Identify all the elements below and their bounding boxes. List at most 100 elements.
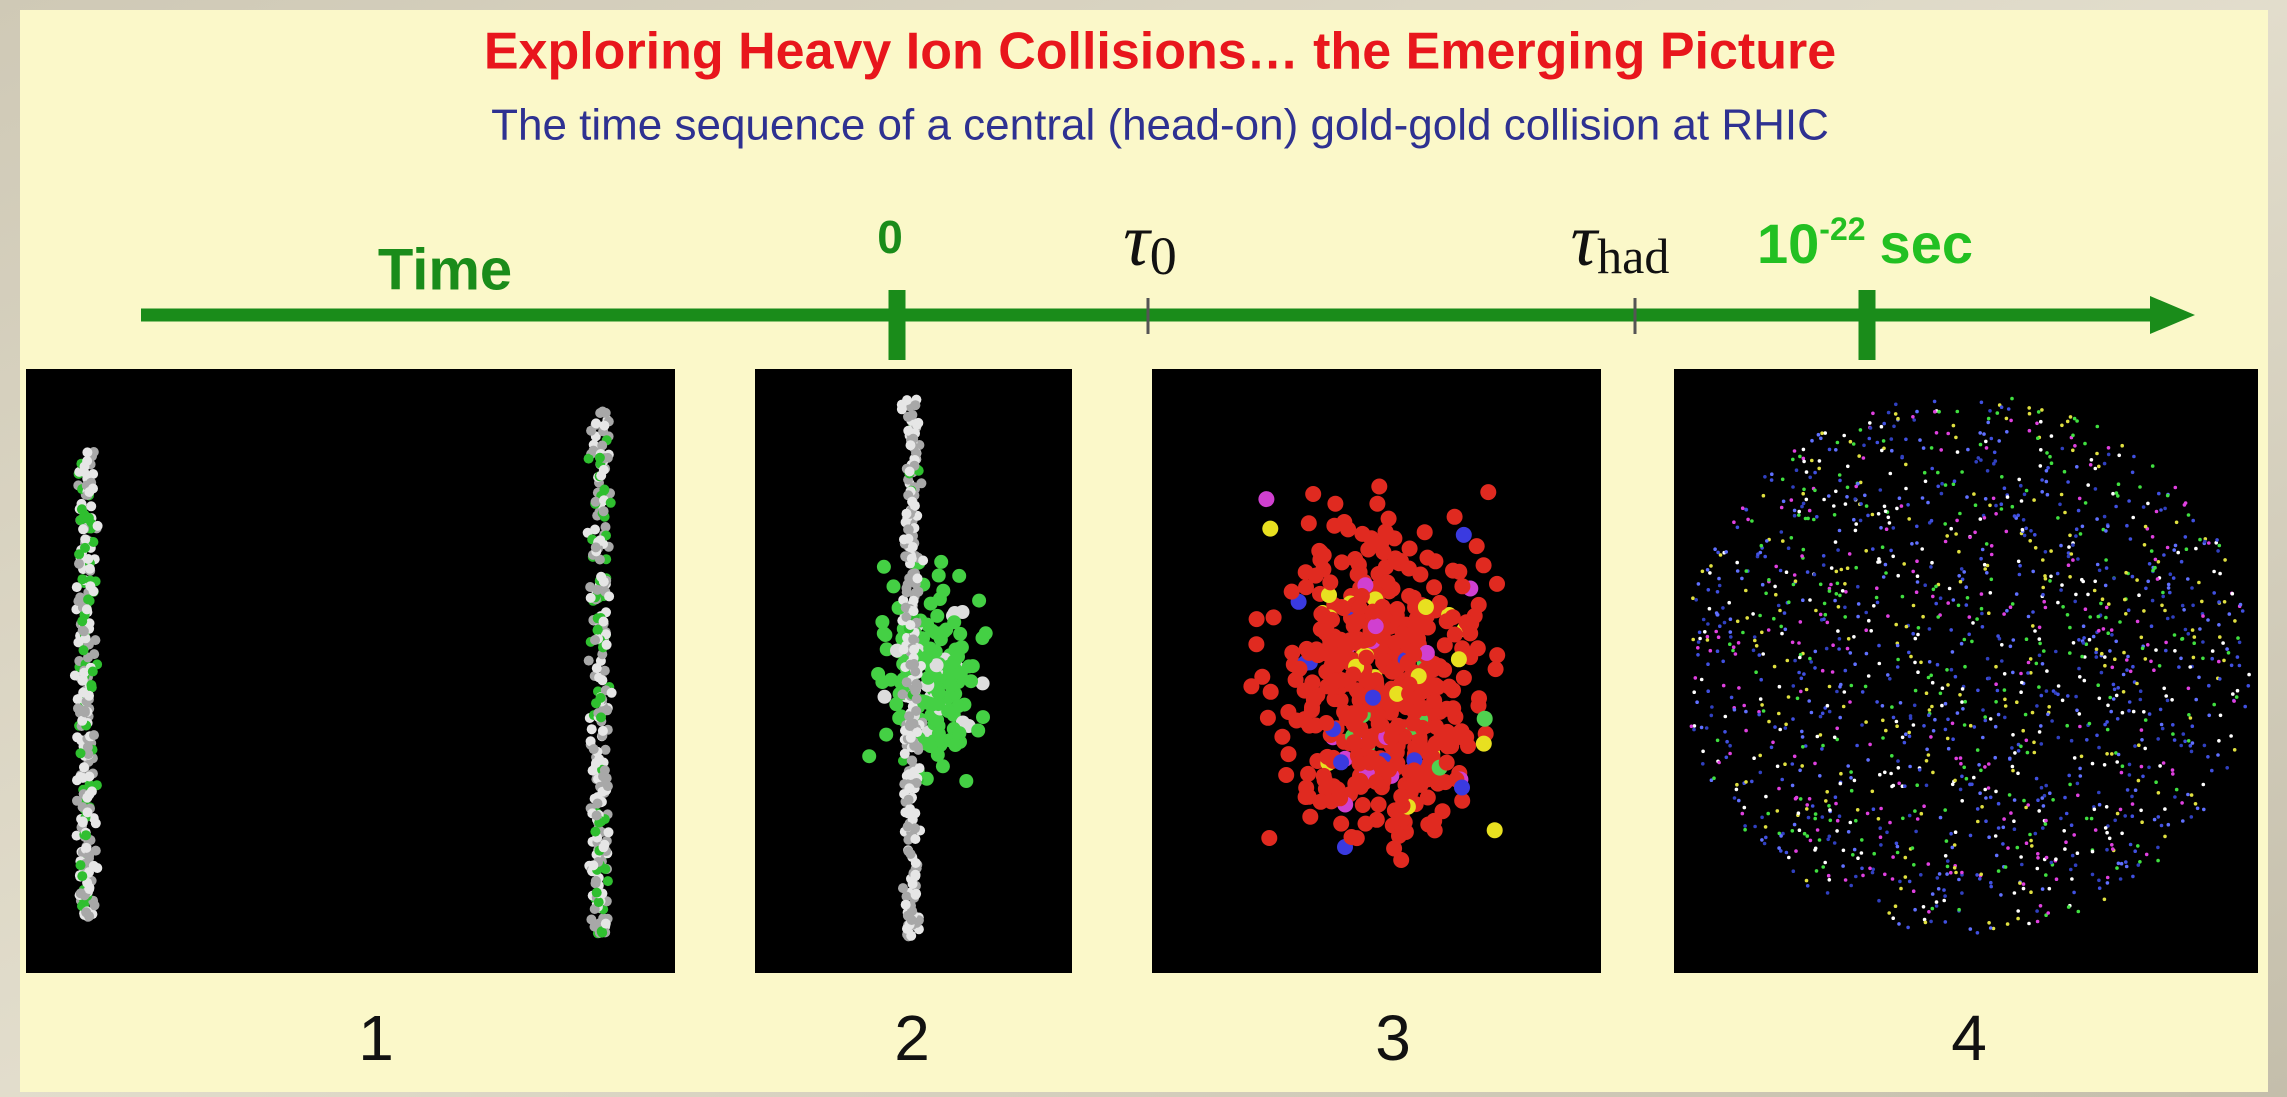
particle [2072,891,2076,895]
particle [2130,795,2134,799]
particle [1763,842,1767,846]
particle [82,447,92,457]
particle [1868,867,1872,871]
particle [931,748,945,762]
particle [1983,563,1987,567]
particle [2183,740,2187,744]
particle [1965,495,1969,499]
particle [1986,657,1990,661]
particle [959,774,973,788]
particle [1927,676,1931,680]
particle [2227,651,2231,655]
particle [1864,611,1868,615]
particle [2045,689,2049,693]
particle [2163,835,2167,839]
particle [2190,586,2194,590]
particle [2167,583,2171,587]
particle [1985,446,1989,450]
particle [1899,701,1903,705]
particle [2063,511,2067,515]
particle [2247,673,2251,677]
particle [2142,710,2146,714]
particle [2153,566,2157,570]
particle [1801,598,1805,602]
particle [1770,472,1774,476]
particle [1833,841,1837,845]
particle [2013,827,2017,831]
particle [1827,874,1831,878]
particle [1818,774,1822,778]
particle [1894,403,1898,407]
particle [2071,449,2075,453]
particle [1836,548,1840,552]
particle [1882,422,1886,426]
particle [1828,808,1832,812]
particle [1794,797,1798,801]
particle [2019,672,2023,676]
particle [1831,670,1835,674]
particle [1889,772,1893,776]
particle [2223,558,2227,562]
particle [1439,755,1455,771]
particle [1952,598,1956,602]
particle [1896,658,1900,662]
particle [1897,922,1901,926]
particle [2017,749,2021,753]
particle [1869,426,1873,430]
particle [1980,592,1984,596]
particle [972,594,986,608]
particle [1718,624,1722,628]
particle [1266,609,1282,625]
particle [1800,505,1804,509]
particle [2144,587,2148,591]
particle [2070,552,2074,556]
particle [1939,448,1943,452]
particle [1717,761,1721,765]
particle [2086,593,2090,597]
particle [1736,526,1740,530]
particle [1837,605,1841,609]
particle [2063,847,2067,851]
particle [1774,565,1778,569]
particle [1882,575,1886,579]
particle [2106,704,2110,708]
particle [1706,568,1710,572]
particle [1959,756,1963,760]
particle [2107,446,2111,450]
particle [2045,669,2049,673]
particle [1729,617,1733,621]
particle [1964,585,1968,589]
particle [2022,887,2026,891]
particle [1380,575,1396,591]
particle [1836,582,1840,586]
particle [1988,504,1992,508]
particle [1745,569,1749,573]
particle [2161,591,2165,595]
particle [1911,632,1915,636]
particle [2002,817,2006,821]
particle [1879,843,1883,847]
particle [2093,589,2097,593]
particle [921,671,935,685]
particle [910,400,920,410]
particle [1896,644,1900,648]
particle [1904,463,1908,467]
particle [1869,629,1873,633]
particle [2097,746,2101,750]
particle [1764,836,1768,840]
particle [1853,779,1857,783]
particle [601,522,611,532]
particle [78,773,88,783]
particle [2105,566,2109,570]
particle [1313,794,1329,810]
particle [900,749,910,759]
particle [2163,807,2167,811]
particle [2036,798,2040,802]
particle [1750,519,1754,523]
particle [1866,758,1870,762]
particle [1910,542,1914,546]
zero-label: 0 [877,211,903,263]
particle [1838,637,1842,641]
particle [2028,412,2032,416]
particle [1978,877,1982,881]
